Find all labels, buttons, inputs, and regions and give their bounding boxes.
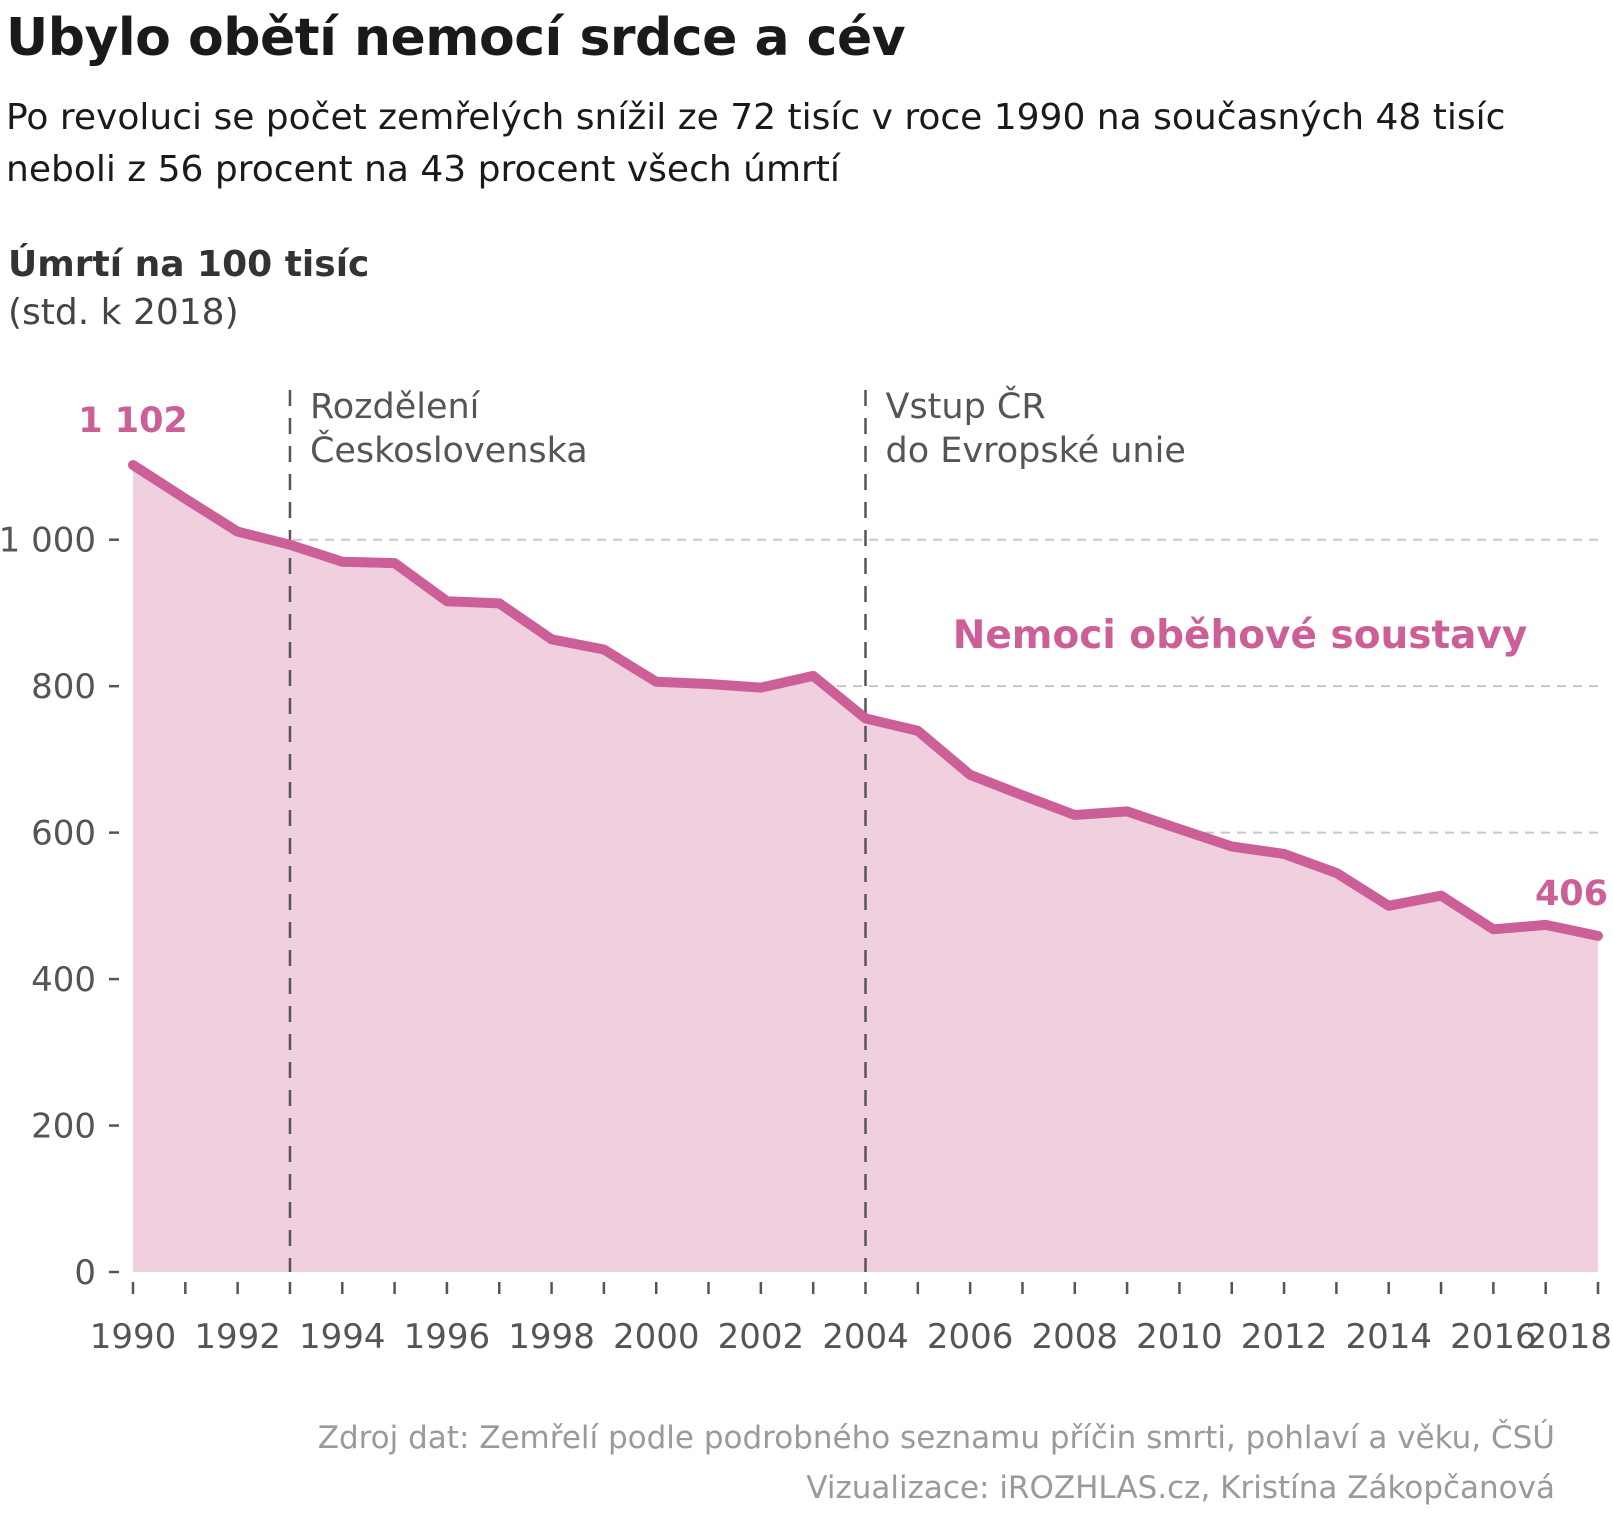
y-axis-label: Úmrtí na 100 tisíc — [8, 244, 370, 285]
credit-note: Vizualizace: iROZHLAS.cz, Kristína Zákop… — [806, 1470, 1555, 1506]
event-label-2004-line2: do Evropské unie — [886, 431, 1186, 471]
y-tick-label-800: 800 — [31, 667, 96, 707]
chart-title: Ubylo obětí nemocí srdce a cév — [6, 8, 906, 68]
x-tick-label-2010: 2010 — [1136, 1317, 1223, 1357]
x-tick-label-1992: 1992 — [194, 1317, 281, 1357]
event-label-1993-line1: Rozdělení — [310, 387, 481, 427]
x-tick-label-1994: 1994 — [299, 1317, 386, 1357]
x-tick-label-1990: 1990 — [90, 1317, 177, 1357]
x-tick-label-2002: 2002 — [718, 1317, 805, 1357]
y-tick-label-400: 400 — [31, 960, 96, 1000]
event-label-1993-line2: Československa — [310, 429, 588, 471]
x-tick-label-2016: 2016 — [1450, 1317, 1537, 1357]
event-label-2004-line1: Vstup ČR — [886, 385, 1046, 427]
y-tick-label-0: 0 — [74, 1253, 96, 1293]
x-axis: 1990 1992 1994 1996 1998 2000 2002 2004 2006 2008… — [90, 1282, 1612, 1357]
x-tick-label-2014: 2014 — [1345, 1317, 1432, 1357]
start-value-label: 1 102 — [78, 401, 188, 441]
x-tick-label-2004: 2004 — [822, 1317, 909, 1357]
x-tick-label-2018: 2018 — [1525, 1317, 1612, 1357]
chart-subtitle: Po revoluci se počet zemřelých snížil ze… — [6, 97, 1506, 190]
y-axis-unit: (std. k 2018) — [8, 292, 239, 333]
x-tick-label-1996: 1996 — [404, 1317, 491, 1357]
chart-labels: 1 102 406 Nemoci oběhové soustavy — [78, 401, 1608, 914]
y-tick-label-600: 600 — [31, 814, 96, 854]
y-axis: 0 200 400 600 800 1 000 — [0, 521, 119, 1293]
series-name-label: Nemoci oběhové soustavy — [953, 613, 1528, 658]
series-line — [128, 460, 1603, 941]
end-value-label: 406 — [1535, 874, 1608, 914]
x-tick-label-2008: 2008 — [1032, 1317, 1119, 1357]
x-tick-label-2000: 2000 — [613, 1317, 700, 1357]
y-tick-label-200: 200 — [31, 1107, 96, 1147]
x-tick-label-2006: 2006 — [927, 1317, 1014, 1357]
source-note: Zdroj dat: Zemřelí podle podrobného sezn… — [317, 1420, 1555, 1456]
x-tick-label-2012: 2012 — [1241, 1317, 1328, 1357]
x-tick-label-1998: 1998 — [508, 1317, 595, 1357]
y-tick-label-1000: 1 000 — [0, 521, 96, 561]
